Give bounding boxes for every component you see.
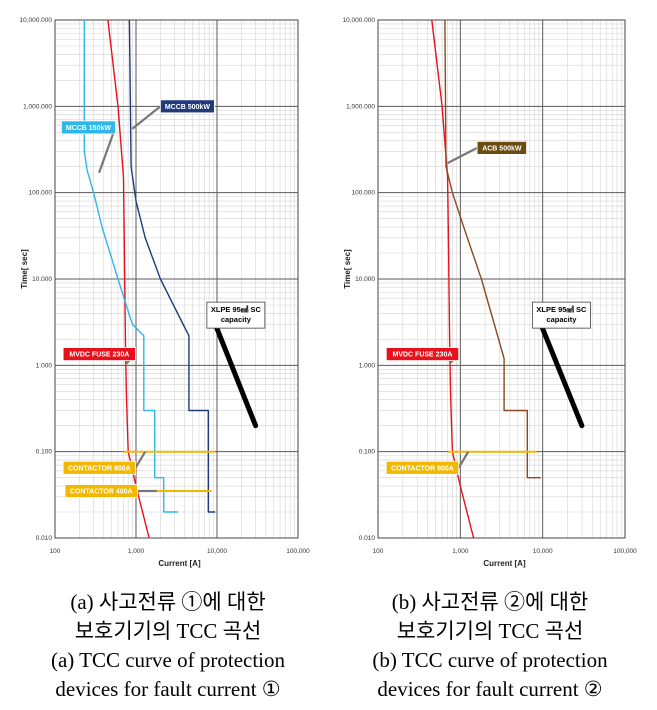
callout-leader <box>447 146 478 165</box>
chart-a: 100 1,000 10,000 100,000 0.010 0.100 1.000 10.0… <box>19 17 310 568</box>
callout-label: MVDC FUSE 230A <box>69 352 129 359</box>
series-line <box>128 19 216 513</box>
callout-box <box>385 347 460 361</box>
callout-box <box>64 484 138 498</box>
caption-a-en-1: (a) TCC curve of protection <box>50 648 286 672</box>
annotation-line2: capacity <box>546 315 577 324</box>
x-tick-label: 100,000 <box>286 548 310 555</box>
x-tick-label: 100 <box>50 548 61 555</box>
chart-b: 100 1,000 10,000 100,000 0.010 0.100 1.000 10.0… <box>342 17 637 568</box>
callout-label: CONTACTOR 800A <box>391 465 454 472</box>
annotation-line1: XLPE 95㎟ SC <box>211 304 262 314</box>
y-tick-label: 1,000.000 <box>346 103 375 110</box>
caption-a-ko-1: (a) 사고전류 ①에 대한 <box>70 590 266 614</box>
caption-a-en-2: devices for fault current ① <box>55 677 281 701</box>
callout-leader <box>457 451 470 469</box>
y-tick-label: 10,000.000 <box>19 17 52 24</box>
caption-b-ko-2: 보호기기의 TCC 곡선 <box>396 619 584 643</box>
y-tick-label: 0.100 <box>359 449 376 456</box>
callout-label: CONTACTOR 800A <box>68 465 131 472</box>
y-axis-title: Time[ sec] <box>343 249 352 289</box>
caption-b-en-1: (b) TCC curve of protection <box>372 648 608 672</box>
annotation-line2: capacity <box>221 315 252 324</box>
y-tick-label: 10,000.000 <box>342 17 375 24</box>
callout-leader <box>98 127 117 174</box>
callout-box <box>61 120 116 135</box>
callout-box <box>476 141 527 155</box>
caption-b-en-2: devices for fault current ② <box>377 677 603 701</box>
x-axis-title: Current [A] <box>158 559 201 568</box>
plot-frame <box>377 19 626 539</box>
x-tick-label: 10,000 <box>207 548 227 555</box>
caption-a: (a) 사고전류 ①에 대한 보호기기의 TCC 곡선 (a) TCC curv… <box>8 588 328 704</box>
x-tick-label: 10,000 <box>533 548 553 555</box>
y-tick-label: 100.000 <box>29 190 53 197</box>
y-tick-label: 100.000 <box>352 190 376 197</box>
y-tick-label: 10.000 <box>32 276 52 283</box>
x-tick-label: 1,000 <box>452 548 469 555</box>
callout-label: ACB 500kW <box>482 146 522 153</box>
y-tick-label: 0.100 <box>36 449 53 456</box>
series-line <box>444 19 541 479</box>
callout-leader <box>131 105 162 130</box>
callout-label: MCCB 150kW <box>66 125 112 132</box>
series-line <box>83 20 178 513</box>
y-tick-label: 1.000 <box>359 362 376 369</box>
series-line <box>538 321 585 429</box>
callout-box <box>62 460 136 475</box>
y-tick-label: 1.000 <box>36 362 53 369</box>
caption-b: (b) 사고전류 ②에 대한 보호기기의 TCC 곡선 (b) TCC curv… <box>330 588 650 704</box>
callout-leader <box>134 451 147 469</box>
x-tick-label: 100,000 <box>613 548 637 555</box>
annotation-box <box>206 301 266 329</box>
tcc-charts: 100 1,000 10,000 100,000 0.010 0.100 1.000 10.0… <box>19 17 637 568</box>
callout-label: MVDC FUSE 230A <box>393 352 453 359</box>
y-tick-label: 0.010 <box>36 535 53 542</box>
x-axis-title: Current [A] <box>483 559 526 568</box>
annotation-line1: XLPE 95㎟ SC <box>536 304 587 314</box>
y-tick-label: 0.010 <box>359 535 376 542</box>
y-tick-label: 1,000.000 <box>23 103 52 110</box>
callout-box <box>385 460 460 475</box>
y-axis-title: Time[ sec] <box>20 249 29 289</box>
plot-frame <box>54 19 299 539</box>
callout-box <box>159 99 215 114</box>
y-tick-label: 10.000 <box>355 276 375 283</box>
x-tick-label: 1,000 <box>128 548 145 555</box>
caption-a-ko-2: 보호기기의 TCC 곡선 <box>74 619 262 643</box>
caption-b-ko-1: (b) 사고전류 ②에 대한 <box>391 590 589 614</box>
annotation-box <box>532 301 591 329</box>
series-line <box>212 321 259 429</box>
x-tick-label: 100 <box>373 548 384 555</box>
callout-label: MCCB 500kW <box>165 104 211 111</box>
callout-label: CONTACTOR 400A <box>70 489 133 496</box>
callout-box <box>62 347 136 361</box>
